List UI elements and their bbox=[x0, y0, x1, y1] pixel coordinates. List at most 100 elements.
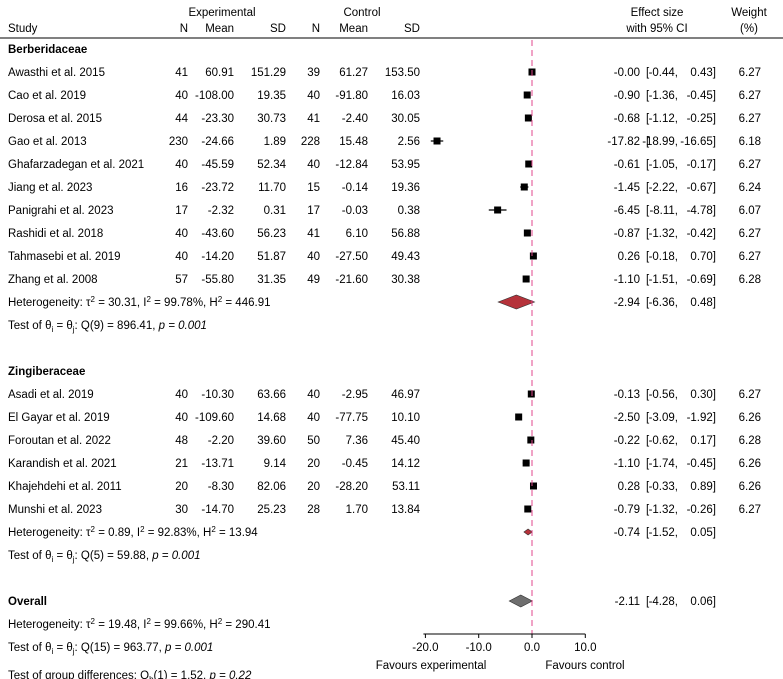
study-effect: -0.00 bbox=[614, 67, 640, 79]
sd-exp: 151.29 bbox=[251, 67, 286, 79]
sd-ctrl: 13.84 bbox=[391, 504, 420, 516]
study-ci-lower: -1.51, bbox=[649, 274, 678, 286]
study-ci-upper: 0.43] bbox=[690, 67, 716, 79]
overall-title: Overall bbox=[8, 596, 47, 608]
overall-heterogeneity: Heterogeneity: τ2 = 19.48, I2 = 99.66%, … bbox=[8, 617, 270, 631]
study-effect: -0.87 bbox=[614, 228, 640, 240]
study-effect: -0.61 bbox=[614, 159, 640, 171]
mean-exp: -23.30 bbox=[201, 113, 234, 125]
n-ctrl: 40 bbox=[307, 389, 320, 401]
sd-ctrl: 0.38 bbox=[398, 205, 420, 217]
sd-exp-header: SD bbox=[270, 23, 286, 35]
mean-ctrl: -91.80 bbox=[335, 90, 368, 102]
group-ci-bracket: [ bbox=[646, 297, 650, 309]
study-ci-lower: -1.32, bbox=[649, 504, 678, 516]
study-effect: -2.50 bbox=[614, 412, 640, 424]
n-exp: 41 bbox=[175, 67, 188, 79]
study-effect: -0.22 bbox=[614, 435, 640, 447]
n-exp: 40 bbox=[175, 412, 188, 424]
study-ci-upper: -0.17] bbox=[687, 159, 716, 171]
weight-header: Weight bbox=[731, 7, 767, 19]
study-weight: 6.26 bbox=[739, 481, 761, 493]
n-ctrl: 41 bbox=[307, 113, 320, 125]
study-label: Karandish et al. 2021 bbox=[8, 458, 117, 470]
study-ci-bracket: [ bbox=[646, 504, 650, 516]
study-label: Munshi et al. 2023 bbox=[8, 504, 102, 516]
sd-ctrl: 53.95 bbox=[391, 159, 420, 171]
study-label: Derosa et al. 2015 bbox=[8, 113, 102, 125]
mean-exp: -55.80 bbox=[201, 274, 234, 286]
sd-ctrl: 19.36 bbox=[391, 182, 420, 194]
n-exp: 57 bbox=[175, 274, 188, 286]
overall-ci-lower: -4.28, bbox=[649, 596, 678, 608]
study-ci-upper: -16.65] bbox=[680, 136, 716, 148]
group-ci-bracket: [ bbox=[646, 527, 650, 539]
study-ci-upper: -4.78] bbox=[687, 205, 716, 217]
x-tick-label: 10.0 bbox=[574, 642, 596, 654]
study-weight: 6.28 bbox=[739, 435, 761, 447]
study-label: Ghafarzadegan et al. 2021 bbox=[8, 159, 144, 171]
sd-ctrl: 49.43 bbox=[391, 251, 420, 263]
overall-effect: -2.11 bbox=[615, 596, 640, 608]
mean-exp: -14.70 bbox=[201, 504, 234, 516]
study-ci-upper: -0.45] bbox=[687, 90, 716, 102]
effect-marker bbox=[522, 459, 530, 467]
study-label: Jiang et al. 2023 bbox=[8, 182, 92, 194]
study-weight: 6.27 bbox=[739, 389, 761, 401]
study-weight: 6.27 bbox=[739, 228, 761, 240]
effect-size-header: Effect size bbox=[631, 7, 684, 19]
study-label: Zhang et al. 2008 bbox=[8, 274, 98, 286]
control-header: Control bbox=[343, 7, 380, 19]
study-label: Rashidi et al. 2018 bbox=[8, 228, 103, 240]
sd-exp: 0.31 bbox=[264, 205, 286, 217]
study-ci-upper: -0.45] bbox=[687, 458, 716, 470]
sd-ctrl: 14.12 bbox=[391, 458, 420, 470]
study-ci-bracket: [ bbox=[646, 159, 650, 171]
group-diamond bbox=[497, 294, 536, 310]
study-ci-lower: -1.36, bbox=[649, 90, 678, 102]
n-exp: 40 bbox=[175, 159, 188, 171]
effect-marker bbox=[529, 482, 537, 490]
effect-marker bbox=[523, 229, 531, 237]
sd-exp: 1.89 bbox=[264, 136, 286, 148]
study-effect: -1.10 bbox=[614, 458, 640, 470]
n-ctrl: 15 bbox=[307, 182, 320, 194]
sd-exp: 63.66 bbox=[257, 389, 286, 401]
mean-ctrl: 7.36 bbox=[346, 435, 368, 447]
sd-ctrl: 30.38 bbox=[391, 274, 420, 286]
n-ctrl: 17 bbox=[307, 205, 320, 217]
group-title: Berberidaceae bbox=[8, 44, 87, 56]
group-heterogeneity: Heterogeneity: τ2 = 30.31, I2 = 99.78%, … bbox=[8, 295, 270, 309]
mean-exp: -8.30 bbox=[208, 481, 234, 493]
study-ci-bracket: [ bbox=[646, 67, 650, 79]
sd-ctrl: 46.97 bbox=[391, 389, 420, 401]
effect-marker bbox=[515, 413, 523, 421]
sd-exp: 31.35 bbox=[257, 274, 286, 286]
overall-diamond bbox=[508, 594, 533, 608]
x-tick-label: 0.0 bbox=[524, 642, 540, 654]
study-label: Cao et al. 2019 bbox=[8, 90, 86, 102]
sd-exp: 56.23 bbox=[257, 228, 286, 240]
sd-ctrl: 153.50 bbox=[385, 67, 420, 79]
sd-exp: 51.87 bbox=[257, 251, 286, 263]
n-exp-header: N bbox=[180, 23, 188, 35]
study-effect: -17.82 bbox=[607, 136, 640, 148]
study-effect: -0.68 bbox=[614, 113, 640, 125]
study-label: El Gayar et al. 2019 bbox=[8, 412, 110, 424]
study-ci-lower: -1.32, bbox=[649, 228, 678, 240]
mean-ctrl: 61.27 bbox=[339, 67, 368, 79]
mean-exp: -14.20 bbox=[201, 251, 234, 263]
mean-exp-header: Mean bbox=[205, 23, 234, 35]
study-ci-bracket: [ bbox=[646, 481, 650, 493]
sd-exp: 82.06 bbox=[257, 481, 286, 493]
study-label: Tahmasebi et al. 2019 bbox=[8, 251, 121, 263]
group-ci-upper: 0.48] bbox=[690, 297, 716, 309]
study-effect: -6.45 bbox=[614, 205, 640, 217]
study-ci-lower: -18.99, bbox=[642, 136, 678, 148]
group-test: Test of θi = θj: Q(5) = 59.88, p = 0.001 bbox=[8, 550, 201, 564]
mean-ctrl: -21.60 bbox=[335, 274, 368, 286]
study-ci-lower: -1.12, bbox=[649, 113, 678, 125]
n-ctrl: 40 bbox=[307, 159, 320, 171]
study-weight: 6.27 bbox=[739, 504, 761, 516]
study-effect: 0.28 bbox=[618, 481, 640, 493]
